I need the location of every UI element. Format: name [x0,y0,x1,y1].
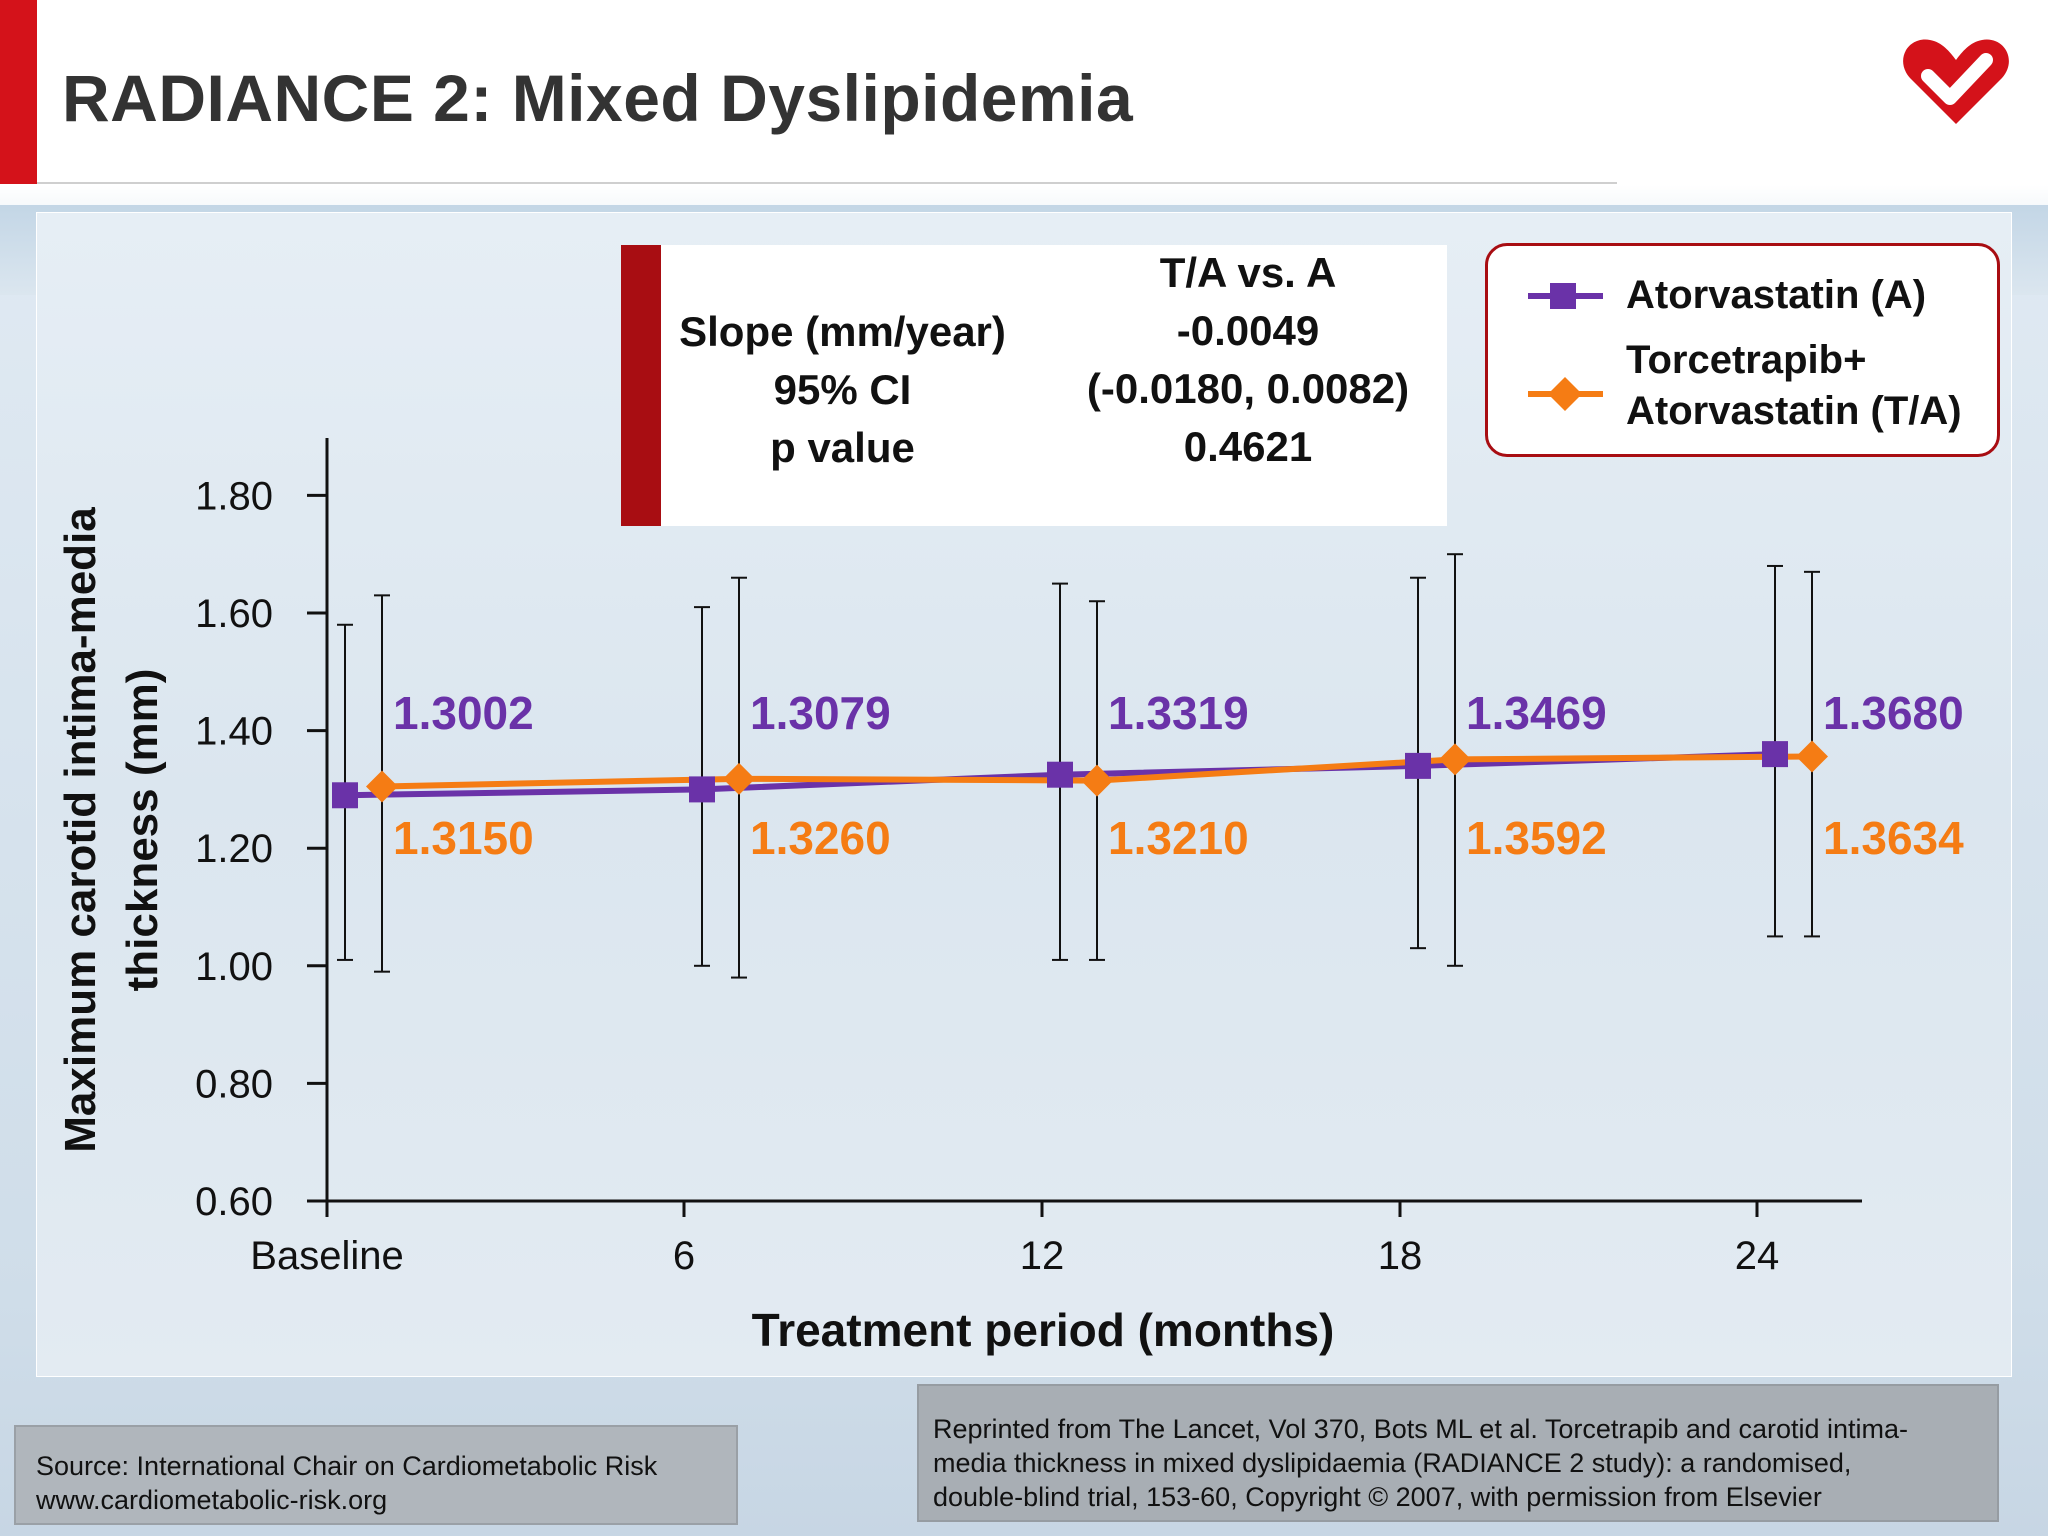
y-tick-label: 1.00 [195,945,273,989]
data-point-square [689,776,715,803]
stats-box: Slope (mm/year) 95% CI p value T/A vs. A… [621,245,1447,526]
y-tick-label: 1.80 [195,474,273,518]
reprint-line-1: Reprinted from The Lancet, Vol 370, Bots… [933,1414,1909,1444]
stats-value-slope: -0.0049 [1176,307,1320,354]
slide-title: RADIANCE 2: Mixed Dyslipidemia [62,61,1134,135]
data-point-diamond [1796,740,1828,773]
data-label: 1.3210 [1108,812,1249,864]
source-url: www.cardiometabolic-risk.org [36,1485,388,1515]
stats-label-p: p value [770,424,915,471]
data-label: 1.3260 [750,812,891,864]
reprint-line-2: media thickness in mixed dyslipidaemia (… [933,1448,1852,1478]
data-point-diamond [1081,764,1113,797]
stats-accent-bar [621,245,661,526]
stats-label-ci: 95% CI [773,366,912,413]
data-label: 1.3592 [1466,812,1607,864]
y-tick-label: 1.40 [195,710,273,754]
stats-header: T/A vs. A [1159,249,1337,296]
x-tick-label: 18 [1378,1234,1423,1278]
data-label: 1.3150 [393,812,534,864]
data-label: 1.3002 [393,687,534,739]
heart-logo-icon [1903,39,2009,125]
x-tick-label: Baseline [250,1234,403,1278]
legend-label-ta-line1: Torcetrapib+ [1626,338,1867,382]
legend-label-atorvastatin: Atorvastatin (A) [1626,273,1927,317]
y-tick-label: 1.60 [195,592,273,636]
data-point-diamond [366,770,398,803]
stats-label-spacer [661,245,1024,303]
y-axis-title-line1: Maximum carotid intima-media [56,507,105,1153]
y-axis-title-line2: thickness (mm) [118,669,167,992]
y-tick-label: 1.20 [195,827,273,871]
y-tick-label: 0.80 [195,1062,273,1106]
data-point-square [332,782,358,809]
source-line-1: Source: International Chair on Cardiomet… [36,1451,658,1481]
data-point-diamond [1439,743,1471,776]
ccimt-line-chart: 0.60 0.80 1.00 1.20 1.40 1.60 1.80 Baseline 6 12 1… [56,438,1964,1356]
title-divider [37,182,1617,184]
data-point-square [1047,761,1073,788]
data-label: 1.3469 [1466,687,1607,739]
reprint-box: Reprinted from The Lancet, Vol 370, Bots… [917,1384,1999,1522]
data-label: 1.3680 [1823,687,1964,739]
x-tick-label: 12 [1020,1234,1065,1278]
data-point-square [1762,741,1788,768]
stats-value-ci: (-0.0180, 0.0082) [1086,365,1410,412]
legend-square-marker-icon [1528,283,1603,309]
x-tick-label: 24 [1735,1234,1780,1278]
data-label: 1.3634 [1823,812,1964,864]
data-point-diamond [723,762,755,795]
source-box: Source: International Chair on Cardiomet… [14,1425,738,1525]
reprint-line-3: double-blind trial, 153-60, Copyright © … [933,1482,1822,1512]
y-tick-label: 0.60 [195,1180,273,1224]
title-accent-bar [0,0,37,184]
chart-legend: Atorvastatin (A) Torcetrapib+ Atorvastat… [1485,243,2000,457]
data-label: 1.3319 [1108,687,1249,739]
legend-diamond-marker-icon [1528,377,1603,411]
legend-label-ta-line2: Atorvastatin (T/A) [1626,389,1962,433]
x-tick-label: 6 [673,1234,695,1278]
stats-label-slope: Slope (mm/year) [679,308,1006,355]
x-axis-title: Treatment period (months) [752,1304,1335,1356]
data-point-square [1405,752,1431,779]
data-label: 1.3079 [750,687,891,739]
stats-value-p: 0.4621 [1183,423,1313,470]
